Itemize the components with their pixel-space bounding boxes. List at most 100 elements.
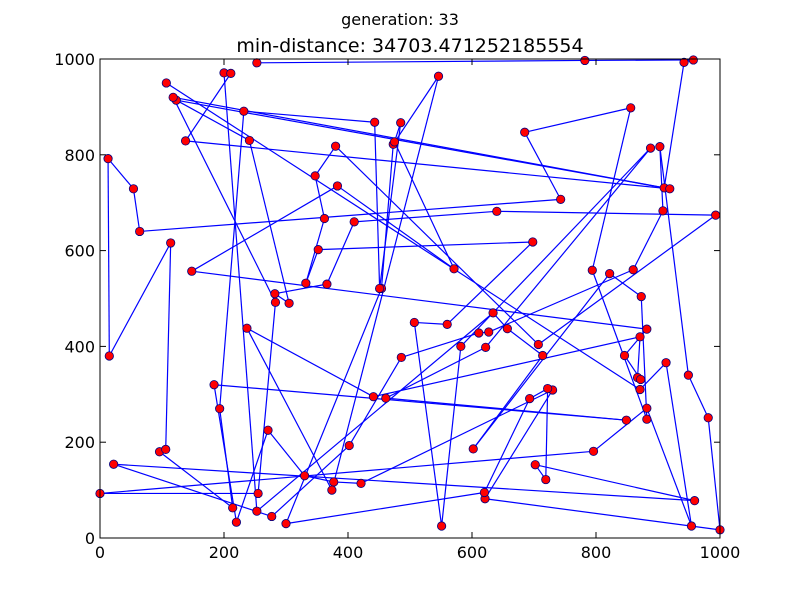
route-segment [274,283,328,295]
route-segment [413,322,443,527]
route-segment [392,75,440,145]
route-segment [173,96,670,190]
y-tick-label: 400 [64,337,95,356]
city-point [319,213,330,224]
city-point [103,154,113,164]
route-segment [379,122,402,289]
route-segment [285,491,485,525]
x-tick-label: 200 [209,543,240,562]
city-point [396,118,406,128]
city-point [161,78,171,88]
city-point [689,496,700,506]
route-segment [591,107,632,271]
city-point [187,266,197,276]
city-point [688,55,698,65]
route-layer [99,59,721,531]
city-point [433,71,444,81]
route-segment [159,451,234,509]
city-point [239,106,249,116]
city-point [228,503,238,513]
route-segment [139,198,561,233]
city-point [135,226,145,237]
city-point [437,521,447,531]
city-point [538,350,548,361]
route-segment [326,221,355,285]
chart-title: min-distance: 34703.471252185554 [236,35,583,57]
route-segment [223,72,258,512]
city-point [299,471,310,481]
route-segment [185,73,232,142]
city-point [270,289,280,299]
route-segment [687,374,709,419]
route-segment [271,445,350,517]
route-segment [185,140,670,190]
city-point [636,374,646,385]
city-point [263,425,273,435]
route-segment [246,327,333,491]
city-point [481,342,491,352]
route-segment [646,407,693,527]
x-tick-label: 1000 [700,543,741,562]
x-tick-label: 600 [457,543,488,562]
city-point [628,265,638,275]
city-point [711,210,721,220]
city-point [252,58,262,68]
city-point [310,171,320,181]
tick-layer: 0 200 400 600 800 1000 0 200 400 600 800 1000 [54,50,740,562]
route-segment [132,188,141,232]
city-point [252,506,262,516]
route-segment [191,185,338,272]
route-segment [591,270,648,420]
route-segment [707,417,721,530]
city-point [449,264,459,274]
route-segment [175,99,250,141]
city-point [209,380,219,390]
city-point [587,265,597,275]
route-segment [414,321,448,325]
city-point [456,341,466,351]
plot-frame [99,58,721,539]
route-segment [484,498,721,531]
y-tick-label: 800 [64,146,95,165]
city-point [488,308,498,318]
city-point [327,485,337,495]
route-segment [373,336,641,398]
route-segment [535,464,695,502]
route-segment [360,389,553,484]
route-segment [172,97,276,303]
city-point [658,206,668,216]
y-tick-label: 600 [64,242,95,261]
marker-layer [95,55,725,535]
route-segment [191,270,647,330]
y-tick-label: 200 [64,433,95,452]
route-segment [640,296,648,420]
city-point [329,477,339,487]
city-point [267,511,277,522]
city-point [368,392,379,402]
city-point [409,317,419,328]
route-segment [485,147,652,348]
city-point [128,184,139,194]
route-segment [472,273,611,450]
city-point [389,137,400,147]
city-point [492,206,502,216]
city-point [645,143,656,153]
route-segment [285,288,383,524]
route-segment [318,241,533,251]
city-point [281,519,291,529]
city-point [244,135,255,146]
city-point [322,279,332,289]
city-point [215,404,225,414]
route-segment [108,242,172,357]
route-segment [214,384,627,421]
route-segment [256,59,585,64]
x-tick-label: 800 [581,543,612,562]
route-segment [337,185,455,270]
city-point [301,278,311,288]
city-point [253,488,263,499]
city-point [442,319,452,329]
route-segment [483,398,531,493]
city-point [520,127,530,137]
x-tick-label: 0 [95,543,105,562]
